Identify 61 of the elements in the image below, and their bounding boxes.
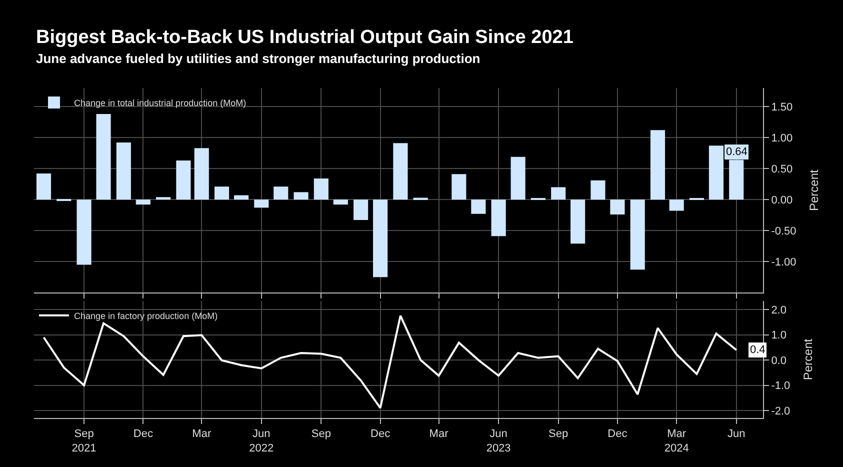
bar (274, 186, 288, 200)
line-series (42, 314, 738, 409)
y-tick-label: -2.0 (771, 405, 790, 418)
bar (471, 200, 486, 214)
x-tick-label: Jun 2023 (486, 428, 511, 454)
bar (214, 186, 230, 200)
bar (610, 200, 625, 214)
bar (116, 142, 131, 200)
y-tick-label: 1.50 (771, 101, 793, 114)
bar (373, 200, 388, 278)
bar (136, 200, 150, 205)
x-tick-label: Sep (311, 428, 331, 440)
x-tick-label: Dec (370, 428, 391, 440)
y-tick-label: -1.00 (771, 256, 796, 268)
bar (314, 178, 328, 200)
x-tick-label: Dec (133, 428, 154, 440)
chart-subtitle: June advance fueled by utilities and stronger manufacturing production (36, 51, 480, 66)
x-tick-label: Mar 2024 (664, 428, 689, 454)
bar (590, 180, 606, 200)
bar (333, 200, 348, 205)
bar (36, 174, 52, 200)
bar (234, 195, 249, 200)
bar (570, 200, 586, 244)
bar (294, 192, 308, 200)
bar (194, 148, 209, 200)
bar (176, 160, 191, 200)
y-tick-label: 0.00 (771, 194, 793, 206)
x-tick-label: Sep 2021 (72, 428, 96, 454)
x-tick-label: Jun (727, 428, 746, 440)
y-axis-title: Percent (801, 338, 816, 380)
legend-label: Change in factory production (MoM) (74, 310, 218, 321)
x-tick-label: Sep (548, 428, 568, 440)
x-tick-label: Dec (608, 428, 628, 440)
chart-title: Biggest Back-to-Back US Industrial Output Gain Since 2021 (36, 27, 574, 48)
y-tick-label: 0.0 (771, 354, 786, 367)
x-tick-label: Jun 2022 (249, 428, 274, 454)
bar (452, 174, 466, 200)
bar (393, 143, 408, 200)
bar (510, 156, 526, 200)
x-tick-label: Mar (429, 428, 449, 440)
y-tick-label: 2.0 (771, 304, 786, 317)
y-tick-label: 1.0 (771, 330, 786, 342)
y-tick-label: -0.50 (771, 225, 796, 238)
bar (630, 200, 645, 270)
bar (669, 200, 684, 211)
bar (551, 187, 566, 200)
y-tick-label: 1.00 (771, 132, 793, 144)
bar (76, 200, 92, 265)
data-label: 0.4 (750, 344, 766, 356)
bar (254, 200, 269, 208)
y-axis-title: Percent (807, 168, 822, 211)
bar (491, 200, 506, 236)
bar (354, 200, 368, 220)
bar (156, 197, 171, 200)
bar (96, 114, 111, 200)
y-tick-label: -1.0 (771, 380, 790, 392)
bar (650, 130, 666, 200)
x-tick-label: Mar (192, 428, 212, 440)
legend-label: Change in total industrial production (MoM) (74, 98, 246, 108)
data-label: 0.64 (726, 146, 748, 158)
y-tick-label: 0.50 (771, 163, 793, 176)
